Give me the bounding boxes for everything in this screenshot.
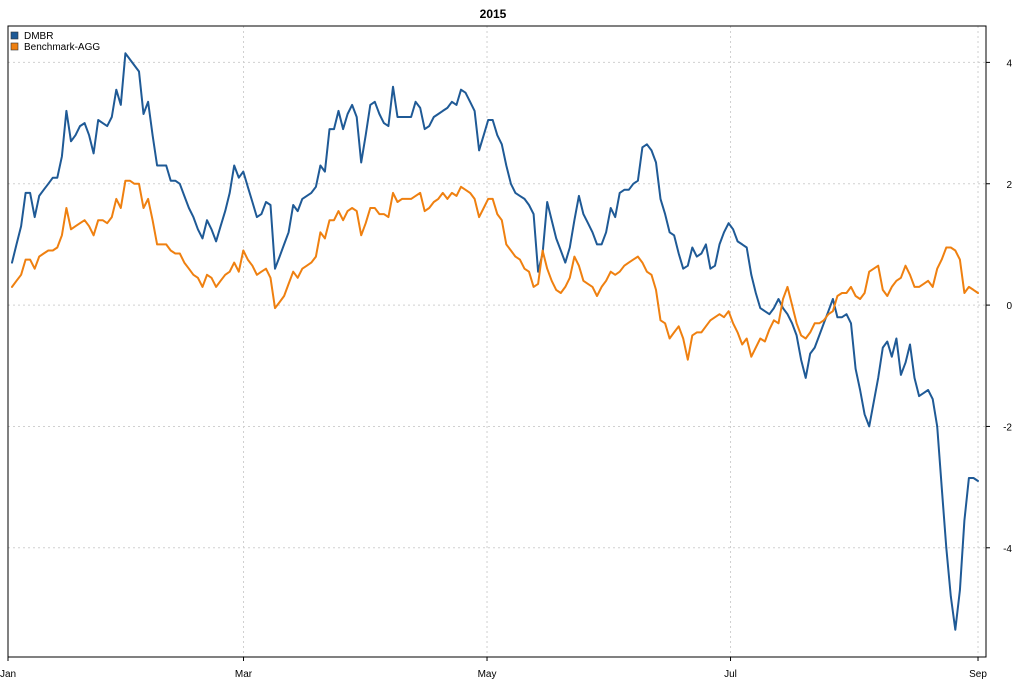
legend-swatch [10,42,19,51]
legend-swatch [10,31,19,40]
series-line-benchmark-agg [11,179,979,361]
y-tick-label: -2 [1003,422,1012,433]
legend-label: Benchmark-AGG [24,42,100,53]
y-tick-label: 4 [1006,58,1012,69]
x-tick-label: May [478,669,497,680]
series-line-dmbr [11,52,979,631]
x-tick-label: Mar [235,669,253,680]
y-tick-label: 0 [1006,301,1012,312]
legend-label: DMBR [24,31,53,42]
x-tick-label: Sep [969,669,987,680]
y-tick-label: 2 [1006,180,1012,191]
chart-title: 2015 [480,7,507,21]
x-tick-label: Jul [724,669,737,680]
plot-frame [7,25,987,658]
x-tick-label: Jan [0,669,16,680]
y-tick-label: -4 [1003,544,1012,555]
